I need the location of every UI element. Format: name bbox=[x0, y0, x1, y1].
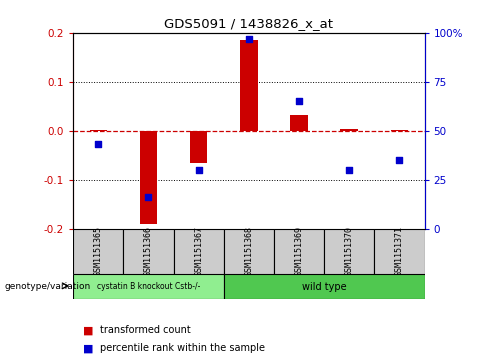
Text: GSM1151369: GSM1151369 bbox=[295, 227, 304, 276]
Bar bbox=[140, 131, 157, 224]
Bar bbox=[174, 229, 224, 274]
Bar bbox=[391, 130, 408, 131]
Text: GSM1151367: GSM1151367 bbox=[194, 227, 203, 276]
Bar bbox=[240, 40, 258, 131]
Bar bbox=[89, 130, 107, 131]
Title: GDS5091 / 1438826_x_at: GDS5091 / 1438826_x_at bbox=[164, 17, 333, 30]
Text: GSM1151365: GSM1151365 bbox=[94, 227, 103, 276]
Text: GSM1151371: GSM1151371 bbox=[395, 227, 404, 276]
Bar bbox=[374, 229, 425, 274]
Point bbox=[144, 195, 152, 200]
Bar bbox=[290, 114, 308, 131]
Bar bbox=[274, 229, 324, 274]
Bar bbox=[224, 229, 274, 274]
Point bbox=[94, 142, 102, 147]
Bar bbox=[190, 131, 207, 163]
Point bbox=[396, 157, 404, 163]
Text: GSM1151370: GSM1151370 bbox=[345, 227, 354, 276]
Point bbox=[346, 167, 353, 173]
Text: transformed count: transformed count bbox=[100, 325, 191, 335]
Text: GSM1151366: GSM1151366 bbox=[144, 227, 153, 276]
Point bbox=[195, 167, 203, 173]
Text: ■: ■ bbox=[83, 343, 94, 354]
Point bbox=[245, 36, 253, 41]
Bar bbox=[341, 129, 358, 131]
Text: percentile rank within the sample: percentile rank within the sample bbox=[100, 343, 265, 354]
Bar bbox=[224, 274, 425, 299]
Text: wild type: wild type bbox=[302, 282, 346, 292]
Text: genotype/variation: genotype/variation bbox=[5, 282, 91, 290]
Bar bbox=[324, 229, 374, 274]
Bar bbox=[73, 274, 224, 299]
Point bbox=[295, 98, 303, 104]
Text: cystatin B knockout Cstb-/-: cystatin B knockout Cstb-/- bbox=[97, 282, 200, 291]
Text: GSM1151368: GSM1151368 bbox=[244, 227, 253, 276]
Bar bbox=[73, 229, 123, 274]
Bar bbox=[123, 229, 174, 274]
Text: ■: ■ bbox=[83, 325, 94, 335]
